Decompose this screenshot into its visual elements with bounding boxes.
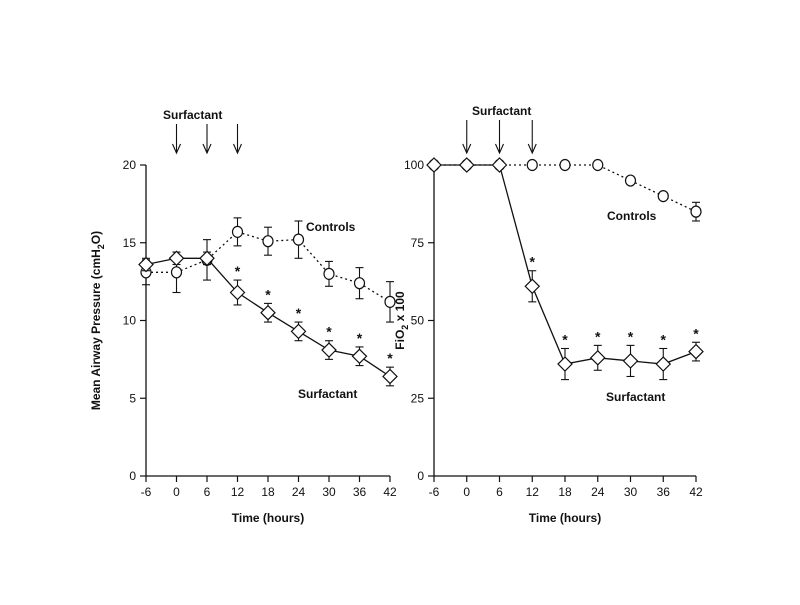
data-point-controls <box>323 267 335 280</box>
data-point-controls <box>592 158 604 172</box>
x-tick-label: 24 <box>292 485 306 499</box>
chart-panel-2: 0 25 50 75 100 -6 0 6 12 18 24 30 36 42 Time (hours) Fi… <box>393 104 704 525</box>
x-tick-label: 18 <box>558 485 572 499</box>
x-tick-label: 6 <box>496 485 503 499</box>
y-tick-label: 5 <box>129 391 136 405</box>
dose-arrow-head <box>527 143 537 155</box>
x-axis-title: Time (hours) <box>529 511 601 525</box>
significance-star: * <box>235 263 241 279</box>
data-point-controls <box>231 225 244 238</box>
significance-star: * <box>530 254 536 270</box>
x-tick-label: 0 <box>173 485 180 499</box>
y-axis-title: FiO2 x 100 <box>393 291 410 350</box>
data-point-controls <box>262 235 274 248</box>
data-point-surfactant <box>260 304 276 321</box>
y-axis-title-tail: x 100 <box>393 291 407 325</box>
series-label-controls: Controls <box>607 209 657 223</box>
y-tick-label: 0 <box>129 469 136 483</box>
y-tick-label: 10 <box>123 314 137 328</box>
significance-star: * <box>693 325 699 341</box>
y-tick-label: 25 <box>411 391 425 405</box>
data-point-controls <box>559 158 571 172</box>
y-axis-title-subscript: 2 <box>96 244 106 249</box>
y-tick-label: 75 <box>411 236 425 250</box>
dose-arrow-head <box>494 143 505 155</box>
data-point-surfactant <box>199 250 215 267</box>
data-point-surfactant <box>168 250 185 267</box>
data-point-controls <box>690 205 702 218</box>
x-axis-title: Time (hours) <box>232 511 304 525</box>
significance-star: * <box>595 328 601 344</box>
x-tick-label: 0 <box>463 485 470 499</box>
significance-star: * <box>562 331 568 347</box>
x-tick-label: 12 <box>231 485 245 499</box>
y-axis-title-subscript: 2 <box>400 325 410 330</box>
x-tick-label: 42 <box>689 485 703 499</box>
data-point-controls <box>384 295 396 308</box>
significance-star: * <box>661 331 667 347</box>
x-tick-label: 6 <box>204 485 211 499</box>
dose-arrow-head <box>232 143 243 155</box>
data-point-controls <box>292 233 305 246</box>
dose-arrow-head <box>202 143 212 155</box>
y-tick-label: 20 <box>123 158 137 172</box>
y-tick-label: 0 <box>417 469 424 483</box>
data-point-controls <box>624 174 637 187</box>
data-point-surfactant <box>229 284 246 301</box>
x-tick-label: 36 <box>657 485 671 499</box>
data-point-surfactant <box>622 353 639 369</box>
data-point-controls <box>657 190 669 203</box>
dose-arrow-head <box>171 143 182 155</box>
y-tick-label: 15 <box>123 236 137 250</box>
y-tick-label: 100 <box>404 158 424 172</box>
x-tick-label: 18 <box>261 485 275 499</box>
data-point-surfactant <box>321 342 337 358</box>
data-point-surfactant <box>491 157 508 173</box>
significance-star: * <box>357 330 363 346</box>
x-tick-label: -6 <box>429 485 440 499</box>
data-point-surfactant <box>351 348 368 365</box>
data-point-surfactant <box>138 256 154 273</box>
significance-star: * <box>265 286 271 302</box>
series-label-surfactant: Surfactant <box>606 390 665 404</box>
significance-star: * <box>326 324 332 340</box>
data-point-surfactant <box>655 356 672 372</box>
x-tick-label: 30 <box>322 485 336 499</box>
data-point-surfactant <box>524 278 541 295</box>
x-tick-label: 30 <box>624 485 638 499</box>
x-tick-label: 24 <box>591 485 605 499</box>
data-point-surfactant <box>589 349 606 366</box>
data-point-surfactant <box>426 157 442 173</box>
surfactant-annotation-label: Surfactant <box>472 104 531 118</box>
y-axis-title: Mean Airway Pressure (cmH2O) <box>89 231 106 410</box>
significance-star: * <box>387 350 393 366</box>
dose-arrow-head <box>462 143 472 155</box>
data-point-controls <box>526 158 538 172</box>
y-axis-title-tail: O) <box>89 231 103 244</box>
y-tick-label: 50 <box>411 314 425 328</box>
chart-panel-1: 0 5 10 15 20 -6 0 6 12 18 24 30 36 42 Time (hours) Mean… <box>89 108 398 525</box>
x-tick-label: 36 <box>353 485 367 499</box>
x-tick-label: -6 <box>141 485 152 499</box>
significance-star: * <box>628 328 634 344</box>
y-axis-title-main: Mean Airway Pressure (cmH <box>89 249 103 410</box>
significance-star: * <box>296 305 302 321</box>
data-point-controls <box>170 266 183 279</box>
data-point-surfactant <box>688 343 704 360</box>
y-axis-title-main: FiO <box>393 330 407 350</box>
x-tick-label: 12 <box>526 485 540 499</box>
series-label-controls: Controls <box>306 220 356 234</box>
series-line-controls <box>434 164 697 213</box>
data-point-surfactant <box>458 157 475 173</box>
x-tick-label: 42 <box>383 485 397 499</box>
data-point-surfactant <box>557 356 573 372</box>
series-label-surfactant: Surfactant <box>298 387 357 401</box>
data-point-surfactant <box>382 368 398 385</box>
surfactant-annotation-label: Surfactant <box>163 108 222 122</box>
data-point-controls <box>353 277 366 290</box>
data-point-surfactant <box>290 323 307 340</box>
